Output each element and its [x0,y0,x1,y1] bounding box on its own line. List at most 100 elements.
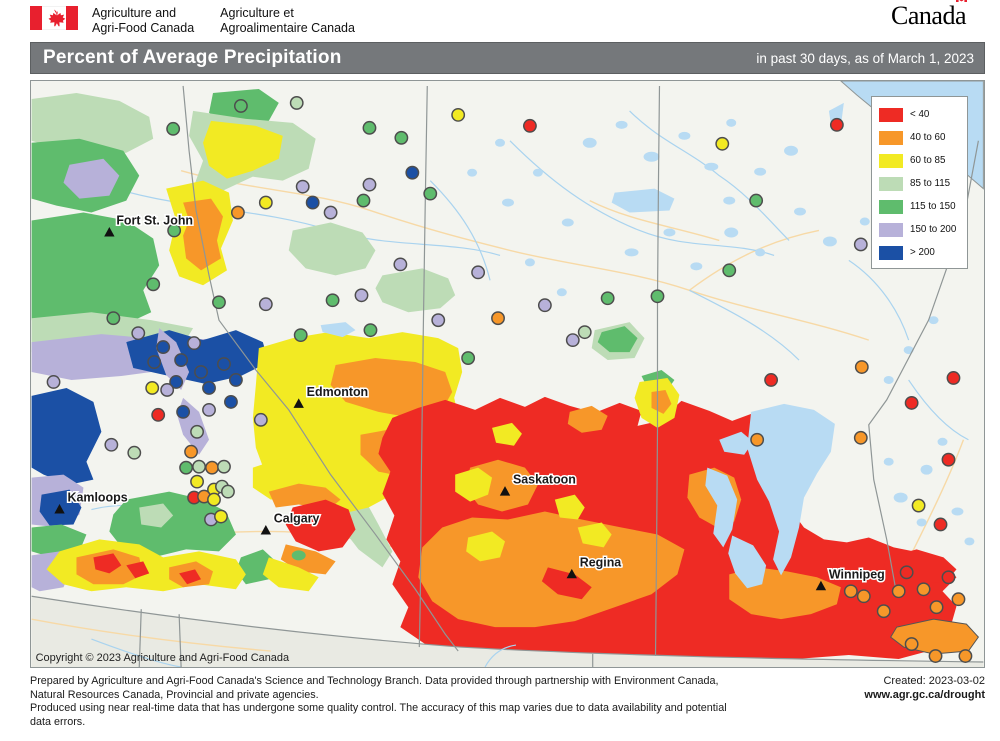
station-dot-red [899,565,914,580]
map-title: Percent of Average Precipitation [43,47,342,68]
legend-item: 60 to 85 [879,149,961,172]
station-dot-light_green [577,325,592,340]
station-dot-yellow [214,509,228,524]
station-dot-light_purple [253,412,268,427]
station-dot-orange [843,584,858,599]
city-markers: Fort St. John Edmonton Kamloops Calgary Sask… [54,212,886,591]
department-name-french: Agriculture et Agroalimentaire Canada [220,6,355,35]
map-frame: Fort St. John Edmonton Kamloops Calgary Sask… [30,80,985,668]
legend: < 40 40 to 60 60 to 85 85 to 115 115 to 150 1… [871,96,968,269]
station-dots [46,95,973,663]
legend-label: 60 to 85 [910,155,946,166]
station-dot-dark_blue [405,165,420,180]
city-marker-icon [54,504,65,514]
station-dot-green [106,311,121,326]
station-dot-green [179,460,194,475]
station-dot-orange [876,604,891,619]
station-dot-dark_blue [147,355,162,369]
city-label: Edmonton [307,385,368,399]
station-dot-orange [928,649,943,663]
station-dot-light_green [192,459,206,474]
station-dot-light_purple [362,177,377,192]
legend-item: < 40 [879,103,961,126]
station-dot-yellow [715,136,730,151]
station-dot-orange [854,360,869,374]
legend-swatch-light_green [879,176,903,191]
city-label: Regina [580,555,622,569]
station-dot-green [325,293,340,308]
station-dot-red [764,373,779,387]
station-dot-light_purple [323,205,338,220]
city-marker-icon [260,524,272,535]
legend-item: > 200 [879,241,961,264]
station-dot-dark_blue [305,195,320,210]
station-dot-orange [205,460,219,475]
legend-label: 115 to 150 [910,201,956,212]
map-subtitle: in past 30 days, as of March 1, 2023 [756,50,974,66]
station-dot-green [293,328,308,343]
station-dot-green [363,323,378,338]
station-dot-light_purple [104,437,119,452]
station-dot-red [904,395,919,410]
station-dot-orange [230,205,245,220]
station-dot-orange [916,582,931,597]
station-dot-red [941,452,956,467]
station-dot-dark_blue [217,357,231,371]
station-dot-yellow [258,195,273,210]
legend-label: < 40 [910,109,930,120]
legend-label: > 200 [910,247,935,258]
city-marker-icon [566,568,577,579]
station-dot-light_green [190,424,204,439]
station-dot-light_purple [295,179,310,194]
station-dot-yellow [190,474,204,489]
city-marker-icon [499,486,511,496]
province-borders [182,85,979,657]
station-dot-green [461,351,476,365]
station-dot-light_purple [258,297,273,312]
station-dot-light_purple [471,265,486,280]
station-dot-red [151,407,166,422]
station-dot-orange [491,311,505,326]
city-label: Kamloops [68,491,128,505]
station-dot-orange [929,600,944,615]
station-dot-dark_blue [224,394,238,409]
station-dot-light_purple [202,402,216,417]
station-dot-light_purple [853,237,868,252]
station-dot-orange [853,430,868,445]
city-label: Saskatoon [513,473,576,487]
station-dot-green [166,121,181,136]
station-dot-light_green [217,459,231,474]
legend-label: 85 to 115 [910,178,951,189]
legend-swatch-yellow [879,153,903,168]
footer: Prepared by Agriculture and Agri-Food Ca… [30,675,985,729]
station-dot-dark_blue [176,404,191,419]
created-date: Created: 2023-03-02 [883,675,985,687]
station-dot-dark_blue [156,340,171,355]
legend-swatch-light_purple [879,222,903,237]
us-border-line [31,595,984,663]
station-dot-light_purple [131,326,146,341]
station-dot-green [394,130,409,145]
precipitation-map: Fort St. John Edmonton Kamloops Calgary Sask… [31,81,984,667]
drought-url[interactable]: www.agr.gc.ca/drought [864,688,985,701]
station-dot-red [829,117,844,132]
city-label: Calgary [274,511,320,525]
station-dot-orange [856,589,871,604]
legend-swatch-green [879,199,903,214]
station-dot-light_purple [537,298,552,313]
station-dot-green [423,186,438,201]
station-dot-green [362,120,377,135]
legend-item: 40 to 60 [879,126,961,149]
station-dot-yellow [911,498,926,513]
station-dot-orange [904,637,919,652]
station-dot-light_purple [160,383,175,397]
department-name-english: Agriculture and Agri-Food Canada [92,6,195,35]
station-dot-green [233,98,248,113]
station-dot-dark_blue [194,365,208,379]
station-dot-yellow [145,381,160,395]
station-dot-light_green [289,95,304,110]
station-dot-light_purple [46,375,61,389]
precipitation-regions [31,88,980,664]
station-dot-orange [750,432,765,447]
